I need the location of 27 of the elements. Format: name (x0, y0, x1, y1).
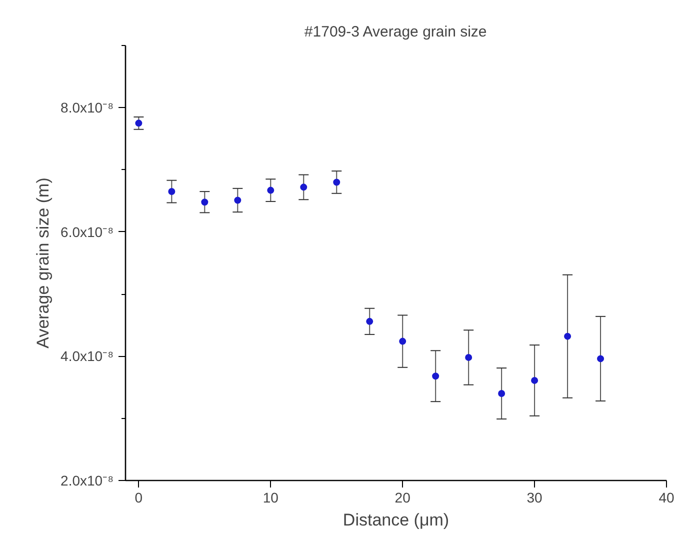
x-tick-label: 10 (262, 490, 279, 506)
point (135, 120, 142, 127)
point (300, 184, 308, 191)
point (498, 390, 506, 397)
point (267, 186, 274, 194)
point (564, 332, 572, 340)
x-tick-label: 0 (134, 490, 143, 506)
point (465, 354, 472, 361)
x-tick-label: 30 (526, 490, 543, 506)
point (201, 198, 208, 206)
point (234, 196, 242, 204)
y-tick-label: 8.0x10⁻⁸ (60, 100, 114, 116)
y-tick-label: 6.0x10⁻⁸ (60, 224, 114, 240)
point (333, 178, 340, 186)
point (366, 318, 374, 325)
x-axis-title: Distance (μm) (342, 510, 450, 530)
point (168, 188, 176, 196)
y-tick-label: 2.0x10⁻⁸ (60, 472, 114, 488)
point (399, 338, 406, 345)
y-tick-label: 4.0x10⁻⁸ (60, 348, 114, 364)
y-axis-title: Average grain size (m) (34, 178, 53, 348)
point (531, 376, 538, 384)
x-tick-label: 40 (658, 490, 674, 506)
x-tick-label: 20 (394, 490, 411, 506)
chart-title: #1709-3 Average grain size (304, 24, 487, 40)
point (597, 355, 604, 362)
point (432, 372, 440, 380)
